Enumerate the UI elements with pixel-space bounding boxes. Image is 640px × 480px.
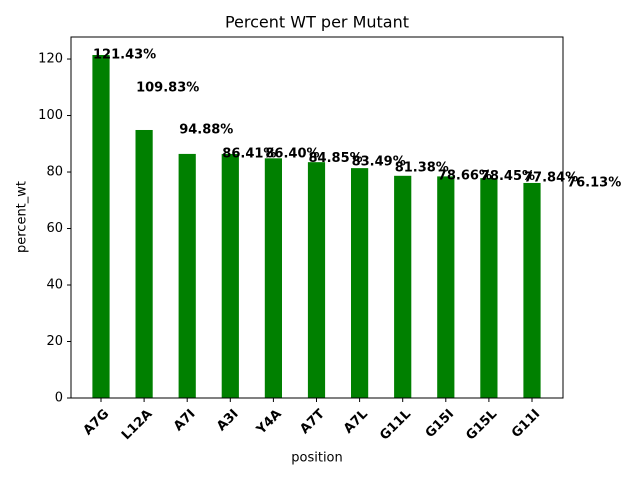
x-tick-label: G11L bbox=[377, 407, 414, 444]
x-tick-label: G11I bbox=[509, 407, 543, 441]
data-label: 94.88% bbox=[179, 122, 233, 137]
x-tick-label: A7L bbox=[341, 407, 371, 437]
y-tick-label: 60 bbox=[46, 221, 63, 236]
plot-frame bbox=[70, 36, 564, 399]
x-tick-label: G15L bbox=[463, 407, 500, 444]
x-tick-label: Y4A bbox=[253, 407, 284, 438]
data-label: 86.40% bbox=[265, 146, 319, 161]
y-tick-label: 80 bbox=[46, 165, 63, 180]
data-label: 121.43% bbox=[93, 47, 156, 62]
bar bbox=[307, 162, 326, 398]
y-tick-label: 0 bbox=[55, 391, 63, 406]
data-label: 84.85% bbox=[309, 151, 363, 166]
data-label: 83.49% bbox=[352, 155, 406, 170]
bar bbox=[523, 182, 541, 398]
x-tick-label: A3I bbox=[214, 407, 242, 435]
bar bbox=[351, 168, 369, 398]
x-tick-label: G15I bbox=[423, 407, 457, 441]
y-axis-label: percent_wt bbox=[15, 181, 30, 253]
data-label: 78.66% bbox=[438, 168, 492, 183]
bar bbox=[92, 54, 110, 399]
bar bbox=[221, 153, 239, 398]
x-tick-label: A7I bbox=[171, 407, 199, 435]
bar bbox=[437, 176, 455, 398]
data-label: 109.83% bbox=[136, 80, 199, 95]
x-tick-label: A7T bbox=[297, 407, 327, 437]
data-label: 78.45% bbox=[481, 169, 535, 184]
x-tick-label: A7G bbox=[81, 407, 113, 439]
y-tick-label: 120 bbox=[38, 52, 63, 67]
chart-title: Percent WT per Mutant bbox=[225, 13, 409, 32]
y-tick-label: 20 bbox=[46, 334, 63, 349]
data-label: 81.38% bbox=[395, 161, 449, 176]
data-label: 77.84% bbox=[524, 171, 578, 186]
y-tick-label: 40 bbox=[46, 278, 63, 293]
data-label: 76.13% bbox=[567, 175, 621, 190]
bar bbox=[135, 129, 153, 398]
bar bbox=[178, 153, 196, 398]
data-label: 86.41% bbox=[222, 146, 276, 161]
x-tick-label: L12A bbox=[119, 407, 155, 443]
bar bbox=[480, 178, 498, 398]
bar bbox=[394, 175, 412, 398]
y-tick-label: 100 bbox=[38, 108, 63, 123]
x-axis-label: position bbox=[291, 451, 343, 466]
bar bbox=[264, 158, 282, 398]
